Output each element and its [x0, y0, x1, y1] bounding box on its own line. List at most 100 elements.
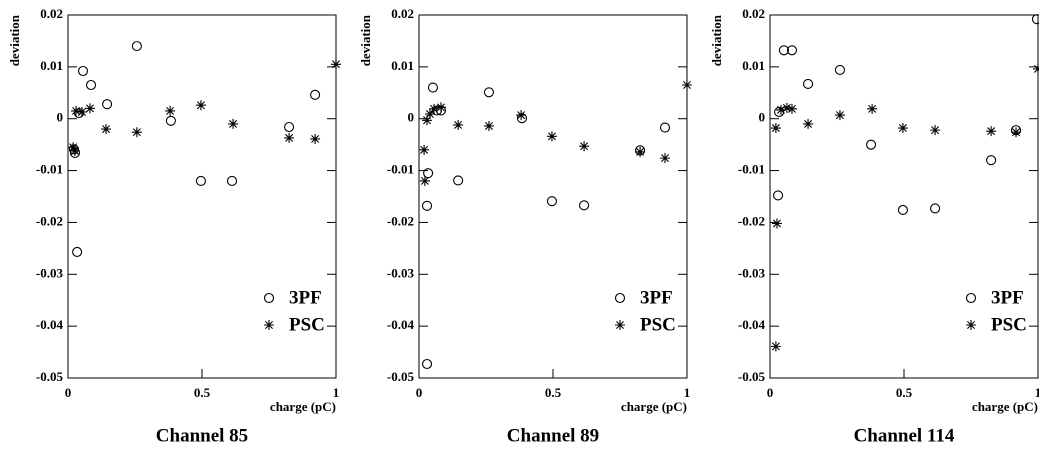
x-tick-label: 1 [1035, 385, 1039, 400]
legend-label: 3PF [289, 287, 322, 308]
star-marker [1033, 63, 1039, 74]
star-marker [71, 105, 82, 116]
star-marker [635, 146, 646, 157]
y-tick-label: -0.03 [387, 265, 415, 280]
star-marker [228, 118, 239, 129]
star-marker [284, 132, 295, 143]
y-tick-label: 0 [57, 110, 64, 125]
star-marker [453, 119, 464, 130]
x-tick-label: 0 [65, 385, 72, 400]
panel: -0.05 -0.04 -0.03 -0.02 -0.01 0 0.01 0.02 0 0.5 1c… [709, 6, 1039, 446]
star-marker [483, 120, 494, 131]
star-marker [419, 144, 430, 155]
star-marker [771, 218, 782, 229]
circle-marker [263, 292, 275, 304]
circle-marker [453, 175, 464, 186]
circle-marker [102, 99, 113, 110]
star-marker [579, 141, 590, 152]
star-marker [68, 142, 79, 153]
circle-marker [772, 190, 784, 201]
star-marker [546, 131, 557, 142]
circle-marker [1031, 14, 1039, 25]
circle-marker [284, 121, 295, 133]
y-axis-label: deviation [709, 14, 724, 66]
star-marker [770, 341, 781, 352]
circle-marker [421, 200, 433, 211]
circle-marker [546, 196, 557, 207]
y-tick-label: -0.05 [36, 369, 64, 384]
circle-marker [72, 246, 83, 258]
star-marker [770, 123, 781, 134]
circle-marker [310, 89, 321, 100]
chart-title: Channel 114 [854, 425, 955, 446]
y-tick-label: -0.02 [36, 213, 63, 228]
star-marker [930, 125, 941, 136]
circle-marker [659, 122, 671, 133]
star-marker [429, 103, 440, 114]
star-marker [419, 175, 430, 186]
legend-label: PSC [289, 314, 325, 335]
circle-marker [786, 45, 798, 56]
y-tick-label: 0.01 [40, 58, 63, 73]
circle-marker [85, 79, 97, 91]
y-tick-label: -0.02 [387, 213, 414, 228]
x-tick-label: 1 [333, 385, 340, 400]
star-marker [435, 102, 446, 113]
y-tick-label: -0.05 [738, 369, 766, 384]
circle-marker [965, 292, 977, 304]
chart-title: Channel 85 [156, 425, 248, 446]
circle-marker [865, 139, 877, 150]
star-marker [682, 80, 692, 91]
chart-title: Channel 89 [507, 425, 599, 446]
x-axis-label: charge (pC) [621, 399, 687, 414]
x-axis-label: charge (pC) [270, 399, 336, 414]
star-marker [897, 123, 908, 134]
circle-marker [614, 292, 626, 304]
y-tick-label: -0.04 [36, 317, 64, 332]
star-marker [986, 126, 997, 137]
x-tick-label: 0 [416, 385, 423, 400]
y-tick-label: -0.04 [387, 317, 415, 332]
circle-marker [834, 64, 845, 76]
star-marker [834, 110, 845, 121]
y-tick-label: -0.02 [738, 213, 765, 228]
x-axis-label: charge (pC) [972, 399, 1038, 414]
y-tick-label: -0.03 [738, 265, 766, 280]
y-tick-label: 0.02 [391, 6, 414, 21]
legend-label: 3PF [991, 287, 1024, 308]
circle-marker [579, 200, 590, 211]
star-marker [84, 103, 95, 114]
y-tick-label: 0.02 [40, 6, 63, 21]
y-tick-label: -0.03 [36, 265, 64, 280]
circle-marker [897, 204, 908, 216]
circle-marker [803, 78, 814, 90]
star-marker [775, 104, 786, 115]
panel: -0.05 -0.04 -0.03 -0.02 -0.01 0 0.01 0.02 0 0.5 1c… [358, 6, 692, 446]
circle-marker [165, 115, 176, 126]
x-tick-label: 0.5 [194, 385, 211, 400]
y-tick-label: -0.01 [36, 162, 63, 177]
circle-marker [483, 87, 494, 98]
x-tick-label: 1 [684, 385, 691, 400]
y-tick-label: -0.04 [738, 317, 766, 332]
y-tick-label: 0 [408, 110, 415, 125]
x-tick-label: 0.5 [545, 385, 562, 400]
star-marker [781, 102, 792, 113]
y-tick-label: -0.05 [387, 369, 415, 384]
star-marker [69, 145, 80, 156]
star-marker [1011, 127, 1022, 138]
circle-marker [930, 203, 941, 214]
circle-marker [778, 45, 789, 56]
y-tick-label: -0.01 [738, 162, 765, 177]
star-marker [615, 320, 625, 330]
star-marker [422, 115, 433, 126]
circle-marker [986, 155, 997, 166]
y-tick-label: 0.02 [742, 6, 765, 21]
legend-label: 3PF [640, 287, 673, 308]
legend-label: PSC [640, 314, 676, 335]
star-marker [867, 103, 878, 114]
star-marker [195, 100, 206, 111]
x-tick-label: 0.5 [896, 385, 913, 400]
circle-marker [77, 65, 89, 77]
star-marker [516, 110, 527, 121]
